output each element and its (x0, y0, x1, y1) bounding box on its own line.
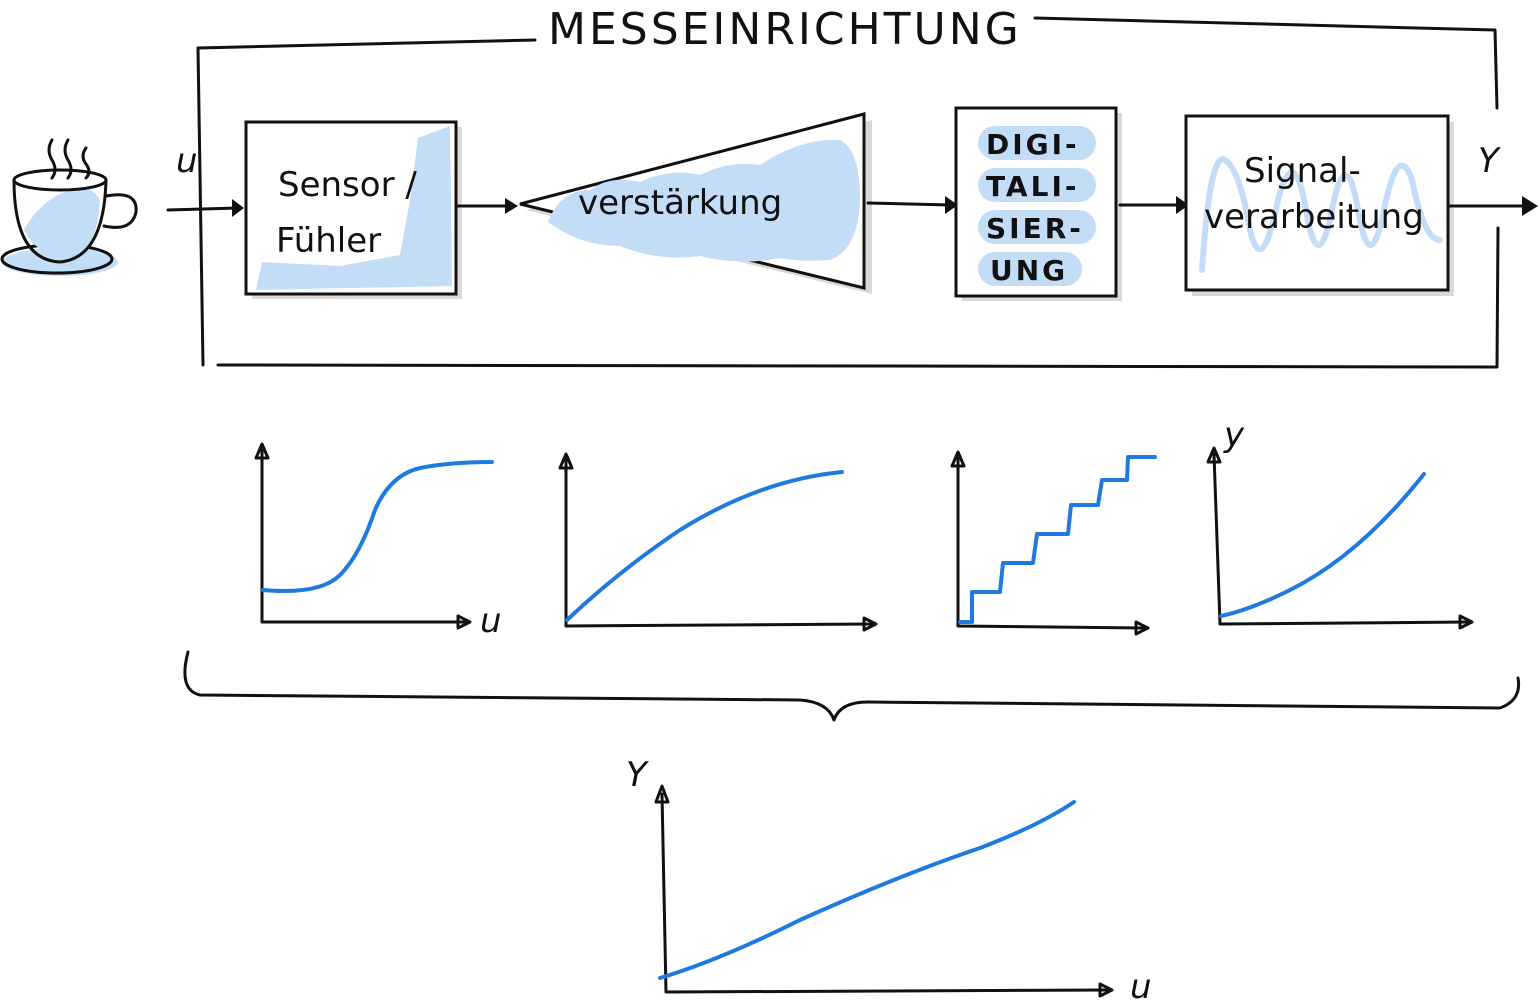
sensor-label-line2: Fühler (276, 221, 381, 261)
input-arrow-head (232, 199, 244, 217)
plot-sensor (254, 442, 494, 630)
plot2-y-arrow (558, 452, 574, 470)
plot3-axes (956, 456, 1146, 630)
overall-axes (660, 792, 1110, 994)
plot1-x-label: u (480, 601, 502, 641)
plot4-y-label: y (1223, 415, 1245, 455)
plot1-axes (260, 448, 468, 624)
digital-label-line2: TALI- (986, 170, 1079, 203)
combine-brace (183, 650, 1521, 722)
plot-amplifier (558, 452, 878, 632)
plot3-staircase (958, 455, 1157, 624)
digital-label-line1: DIGI- (986, 128, 1080, 161)
signal-processing-block (1184, 114, 1454, 296)
input-label: u (176, 141, 198, 181)
plot1-y-arrow (254, 442, 270, 460)
coffee-cup-icon (0, 138, 138, 276)
plot4-axes (1212, 452, 1470, 626)
plot3-x-arrow (1134, 620, 1150, 636)
sensor-label-line1: Sensor / (278, 165, 417, 205)
plot2-x-arrow (862, 616, 878, 632)
plot-overall (654, 784, 1114, 998)
output-arrow-head (1522, 196, 1538, 216)
sensor-block (244, 120, 462, 299)
overall-x-label: u (1130, 967, 1152, 1000)
plot1-curve (261, 460, 494, 593)
plot-digital (950, 450, 1157, 636)
plot4-y-arrow (1206, 446, 1222, 464)
overall-curve (658, 800, 1076, 980)
outer-frame (196, 16, 1500, 369)
plot2-curve (565, 470, 844, 622)
overall-y-label: Y (626, 755, 649, 795)
plot4-curve (1219, 472, 1426, 618)
digitalization-block (954, 106, 1122, 301)
amplifier-block (519, 112, 872, 294)
input-arrow (166, 206, 240, 212)
output-label: Y (1478, 141, 1501, 181)
plot-signal (1206, 446, 1474, 630)
digital-label-line4: UNG (990, 254, 1068, 287)
arrow-amplifier-digital (866, 201, 952, 207)
overall-x-arrow (1098, 982, 1114, 998)
overall-y-arrow (654, 784, 670, 804)
plot3-y-arrow (950, 450, 966, 468)
signal-label-line2: verarbeitung (1204, 197, 1424, 237)
plot4-x-arrow (1458, 614, 1474, 630)
diagram-title: MESSEINRICHTUNG (548, 4, 1022, 55)
plot2-axes (564, 458, 874, 628)
amplifier-label: verstärkung (578, 183, 782, 223)
digital-label-line3: SIER- (986, 212, 1084, 245)
signal-label-line1: Signal- (1244, 151, 1361, 191)
plot1-x-arrow (456, 614, 472, 630)
